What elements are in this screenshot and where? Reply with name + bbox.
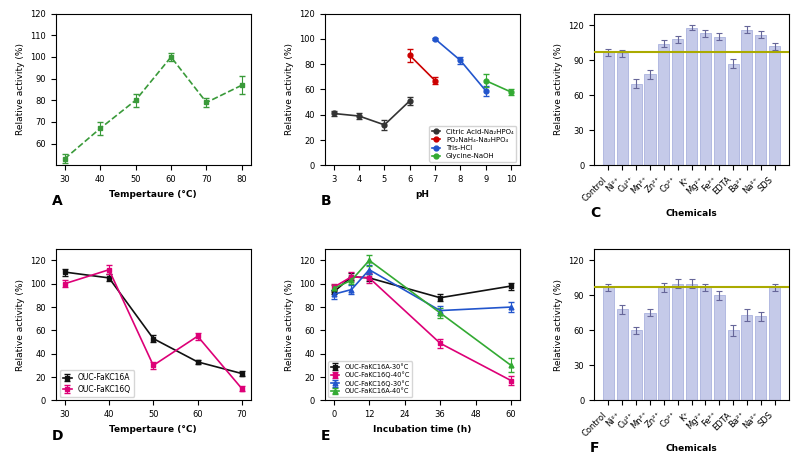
Bar <box>686 284 697 400</box>
Bar <box>728 330 739 400</box>
X-axis label: Tempertaure (°C): Tempertaure (°C) <box>109 190 197 198</box>
Bar <box>713 37 724 165</box>
Bar <box>769 287 780 400</box>
Text: B: B <box>321 194 332 208</box>
X-axis label: Chemicals: Chemicals <box>665 208 717 217</box>
Bar <box>741 315 752 400</box>
Text: E: E <box>321 429 331 443</box>
Bar <box>700 34 711 165</box>
Bar <box>658 287 669 400</box>
Legend: OUC-FaKC16A, OUC-FaKC16Q: OUC-FaKC16A, OUC-FaKC16Q <box>60 370 134 397</box>
Bar <box>617 309 628 400</box>
Bar <box>728 64 739 165</box>
Text: C: C <box>590 206 600 220</box>
Y-axis label: Relative activity (%): Relative activity (%) <box>554 278 563 370</box>
Bar <box>756 35 767 165</box>
X-axis label: Incubation time (h): Incubation time (h) <box>373 425 472 434</box>
X-axis label: Tempertaure (°C): Tempertaure (°C) <box>109 425 197 434</box>
Bar <box>700 287 711 400</box>
Bar <box>630 84 642 165</box>
Bar <box>658 44 669 165</box>
Bar <box>603 287 614 400</box>
Y-axis label: Relative activity (%): Relative activity (%) <box>285 44 294 136</box>
Text: F: F <box>590 441 599 455</box>
Bar <box>769 46 780 165</box>
X-axis label: Chemicals: Chemicals <box>665 444 717 453</box>
Bar <box>645 313 655 400</box>
Y-axis label: Relative activity (%): Relative activity (%) <box>16 278 25 370</box>
Text: A: A <box>52 194 63 208</box>
Y-axis label: Relative activity (%): Relative activity (%) <box>285 278 294 370</box>
Text: D: D <box>52 429 64 443</box>
X-axis label: pH: pH <box>415 190 430 198</box>
Bar <box>617 53 628 165</box>
Legend: Citric Acid-Na₂HPO₄, PO₂NaH₄-Na₂HPO₄, Tris-HCl, Glycine-NaOH: Citric Acid-Na₂HPO₄, PO₂NaH₄-Na₂HPO₄, Tr… <box>430 126 516 162</box>
Bar <box>741 30 752 165</box>
Y-axis label: Relative activity (%): Relative activity (%) <box>16 44 25 136</box>
Bar <box>713 295 724 400</box>
Bar <box>672 39 683 165</box>
Bar <box>603 52 614 165</box>
Y-axis label: Relative activity (%): Relative activity (%) <box>554 44 563 136</box>
Bar <box>672 284 683 400</box>
Bar <box>756 316 767 400</box>
Bar <box>645 74 655 165</box>
Legend: OUC-FaKC16A-30°C, OUC-FaKC16Q-40°C, OUC-FaKC16Q-30°C, OUC-FaKC16A-40°C: OUC-FaKC16A-30°C, OUC-FaKC16Q-40°C, OUC-… <box>328 361 412 397</box>
Bar <box>630 330 642 400</box>
Bar <box>686 28 697 165</box>
